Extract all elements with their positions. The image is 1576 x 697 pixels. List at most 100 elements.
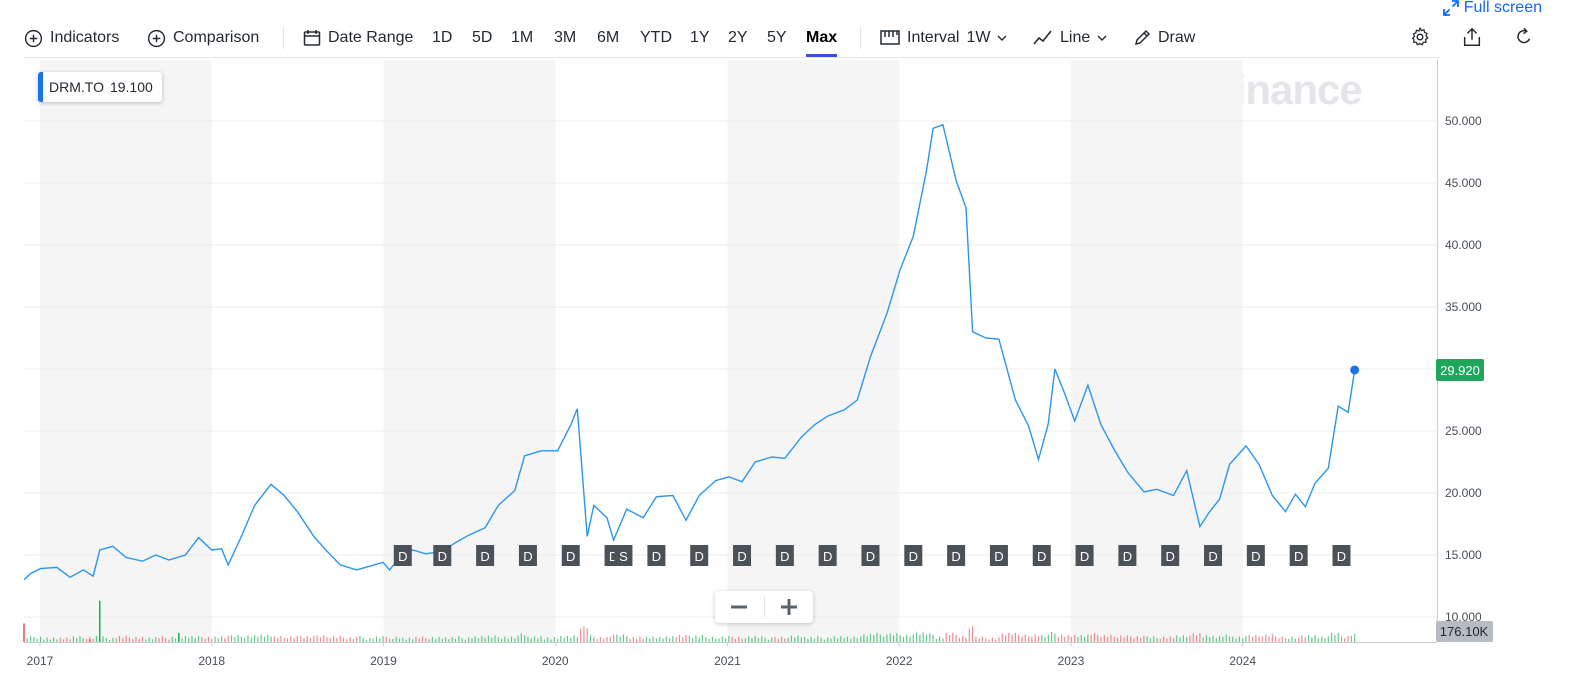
volume-bar — [1001, 633, 1003, 642]
x-tick-label: 2023 — [1058, 654, 1085, 668]
dividend-marker[interactable]: D — [1332, 545, 1351, 566]
price-chart[interactable]: 10.00015.00020.00025.00030.00035.00040.0… — [0, 58, 1576, 697]
volume-bar — [165, 637, 167, 642]
volume-bar — [201, 637, 203, 642]
dividend-marker[interactable]: D — [476, 545, 495, 566]
volume-bar — [267, 634, 269, 642]
volume-bar — [1245, 636, 1247, 642]
volume-bar — [92, 638, 94, 642]
volume-bar — [948, 635, 951, 642]
range-tab-1m[interactable]: 1M — [511, 29, 534, 46]
range-tab-max[interactable]: Max — [806, 22, 838, 57]
volume-bar — [524, 635, 526, 642]
indicators-button[interactable]: Indicators — [24, 22, 119, 54]
volume-bar — [771, 637, 773, 642]
dividend-marker[interactable]: D — [393, 545, 412, 566]
zoom-out-button[interactable] — [715, 591, 764, 623]
range-tab-5d[interactable]: 5D — [472, 29, 493, 46]
event-marker-label: D — [1337, 549, 1346, 564]
dividend-marker[interactable]: D — [1161, 545, 1180, 566]
zoom-in-button[interactable] — [765, 591, 814, 623]
volume-bar — [701, 635, 704, 642]
volume-bar — [329, 638, 331, 642]
range-tab-3m[interactable]: 3M — [554, 29, 577, 46]
range-tab-6m[interactable]: 6M — [597, 29, 620, 46]
dividend-marker[interactable]: D — [775, 545, 794, 566]
settings-button[interactable] — [1409, 26, 1433, 50]
volume-bar — [464, 639, 466, 642]
dividend-marker[interactable]: D — [1204, 545, 1223, 566]
dividend-marker[interactable]: D — [1075, 545, 1094, 566]
last-price-dot[interactable] — [1350, 365, 1360, 375]
interval-button[interactable]: Interval 1W — [880, 22, 1007, 54]
volume-bar — [869, 634, 872, 642]
volume-bar — [418, 638, 420, 642]
volume-bar — [533, 636, 536, 642]
volume-bar — [774, 636, 776, 642]
split-marker[interactable]: S — [614, 545, 633, 566]
range-tab-5y[interactable]: 5Y — [767, 29, 787, 46]
dividend-marker[interactable]: D — [989, 545, 1008, 566]
dividend-marker[interactable]: D — [1289, 545, 1308, 566]
price-line[interactable] — [23, 123, 1356, 581]
event-marker-box — [989, 545, 1008, 566]
volume-bar — [906, 634, 908, 642]
dividend-marker[interactable]: D — [1118, 545, 1137, 566]
dividend-marker[interactable]: D — [947, 545, 966, 566]
volume-bar — [26, 638, 28, 642]
dividend-marker[interactable]: D — [733, 545, 752, 566]
volume-bar — [517, 635, 519, 642]
draw-label: Draw — [1158, 29, 1196, 46]
dividend-marker[interactable]: D — [433, 545, 452, 566]
range-tab-1y[interactable]: 1Y — [690, 29, 710, 46]
dividend-marker[interactable]: D — [1032, 545, 1051, 566]
chart-type-button[interactable]: Line — [1033, 22, 1107, 54]
dividend-marker[interactable]: D — [561, 545, 580, 566]
volume-bar — [883, 636, 885, 642]
comparison-button[interactable]: Comparison — [147, 22, 259, 54]
volume-bar — [655, 638, 657, 642]
range-tab-2y[interactable]: 2Y — [728, 29, 748, 46]
volume-bar — [718, 638, 720, 642]
volume-bar — [586, 628, 588, 642]
volume-bar — [1205, 635, 1208, 642]
volume-bar — [1103, 634, 1105, 642]
dividend-marker[interactable]: D — [904, 545, 923, 566]
interval-label: Interval — [907, 29, 960, 46]
volume-bar — [1120, 635, 1122, 642]
date-range-button[interactable]: Date Range — [303, 22, 413, 54]
share-button[interactable] — [1461, 26, 1485, 50]
volume-bar — [389, 638, 391, 642]
volume-bar — [1064, 636, 1066, 642]
volume-bar — [932, 635, 934, 642]
volume-bar — [481, 635, 483, 642]
event-marker-label: D — [866, 549, 875, 564]
dividend-marker[interactable]: D — [647, 545, 666, 566]
volume-bar — [603, 638, 605, 642]
range-tab-ytd[interactable]: YTD — [640, 29, 672, 46]
dividend-marker[interactable]: D — [818, 545, 837, 566]
volume-bar — [224, 637, 226, 642]
volume-bar — [744, 638, 746, 642]
volume-bar — [500, 638, 503, 642]
volume-bar — [398, 638, 401, 642]
volume-bar — [981, 636, 984, 642]
y-tick-label: 35.000 — [1445, 300, 1482, 314]
dividend-marker[interactable]: D — [861, 545, 880, 566]
volume-bar — [705, 637, 707, 642]
volume-bar — [754, 635, 756, 642]
volume-bar — [1077, 637, 1079, 642]
draw-button[interactable]: Draw — [1133, 22, 1195, 54]
range-tab-1d[interactable]: 1D — [432, 29, 453, 46]
reset-button[interactable] — [1513, 26, 1537, 50]
dividend-marker[interactable]: D — [518, 545, 537, 566]
full-screen-link[interactable]: Full screen — [1442, 0, 1542, 17]
event-marker-box — [561, 545, 580, 566]
zoom-divider — [763, 597, 765, 617]
y-tick-label: 25.000 — [1445, 424, 1482, 438]
dividend-marker[interactable]: D — [1246, 545, 1265, 566]
ticker-legend[interactable]: DRM.TO 19.100 — [38, 72, 162, 102]
x-tick-label: 2018 — [198, 654, 225, 668]
dividend-marker[interactable]: D — [690, 545, 709, 566]
volume-bar — [675, 637, 677, 642]
